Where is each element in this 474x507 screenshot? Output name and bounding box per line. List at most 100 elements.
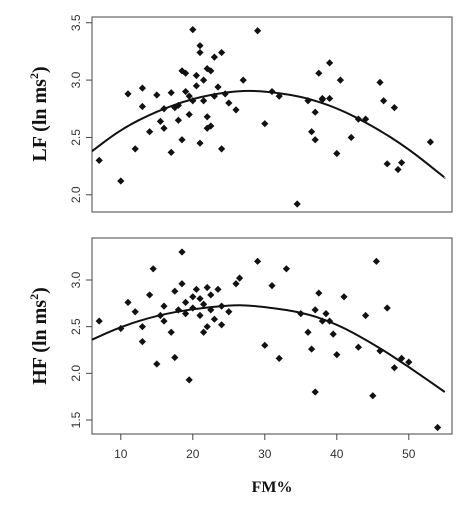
hf-data-point [117, 324, 125, 333]
hf-data-point [218, 321, 226, 329]
hf-data-point [225, 308, 233, 316]
lf-data-point [214, 83, 222, 91]
hf-data-point [178, 280, 186, 288]
hf-points [95, 248, 442, 432]
lf-data-point [376, 78, 384, 86]
hf-data-point [203, 283, 211, 292]
hf-y-axis: 1.5 2.0 2.5 3.0 [69, 271, 92, 428]
hf-fit-curve [91, 304, 446, 393]
lf-data-point [207, 122, 215, 130]
lf-data-point [189, 97, 197, 105]
lf-data-point [185, 92, 193, 100]
hf-data-point [160, 302, 168, 310]
panel-hf: 1.5 2.0 2.5 3.0 10 20 30 40 50 HF (ln ms2) FM% [27, 237, 453, 496]
hf-data-point [315, 289, 323, 297]
lf-data-point [311, 108, 319, 116]
lf-data-point [138, 102, 146, 111]
lf-data-point [196, 48, 204, 57]
lf-data-point [218, 48, 226, 57]
hf-data-point [207, 306, 215, 314]
lf-data-point [311, 136, 319, 144]
lf-y-axis: 2.0 2.5 3.0 3.5 [69, 14, 92, 203]
lf-data-point [196, 139, 204, 147]
lf-data-point [354, 115, 362, 123]
x-tick-label: 50 [402, 447, 416, 461]
lf-y-tick-label: 3.5 [69, 14, 83, 31]
lf-data-point [390, 104, 398, 112]
lf-data-point [383, 160, 391, 168]
hf-y-title: HF (ln ms2) [27, 287, 51, 385]
hf-data-point [354, 343, 362, 351]
lf-y-title-sup: 2 [27, 73, 41, 79]
hf-data-point [203, 323, 211, 331]
hf-data-point [398, 354, 406, 362]
lf-data-point [326, 94, 334, 103]
x-tick-label: 30 [258, 447, 272, 461]
x-axis-title: FM% [252, 479, 293, 496]
lf-data-point [196, 42, 204, 50]
hf-y-title-main: HF (ln ms [29, 300, 51, 385]
lf-data-point [117, 177, 125, 185]
hf-data-point [383, 304, 391, 312]
hf-data-point [131, 308, 139, 316]
lf-data-point [315, 69, 323, 77]
x-tick-label: 40 [330, 447, 344, 461]
panel-hf-frame [91, 237, 453, 435]
hf-data-point [156, 311, 164, 320]
hf-data-point [160, 317, 168, 325]
lf-data-point [398, 159, 406, 167]
lf-data-point [153, 91, 161, 99]
lf-data-point [210, 92, 218, 100]
hf-data-point [254, 257, 262, 265]
hf-y-title-close: ) [29, 287, 51, 294]
hf-data-point [236, 274, 244, 282]
hf-data-point [434, 423, 442, 432]
lf-y-tick-label: 3.0 [69, 71, 83, 88]
lf-data-point [124, 90, 132, 98]
hf-data-point [376, 347, 384, 355]
hf-y-title-sup: 2 [27, 294, 41, 300]
hf-data-point [153, 360, 161, 368]
hf-data-point [275, 354, 283, 362]
lf-data-point [203, 65, 211, 73]
hf-data-point [210, 315, 218, 323]
hf-data-point [311, 388, 319, 396]
hf-data-point [326, 317, 334, 325]
hf-data-point [189, 293, 197, 301]
x-tick-label: 10 [114, 447, 128, 461]
hf-data-point [192, 285, 200, 293]
hf-data-point [196, 295, 204, 303]
hf-data-point [318, 317, 326, 325]
lf-data-point [167, 148, 175, 156]
lf-data-point [203, 113, 211, 121]
hf-data-point [189, 304, 197, 312]
hf-data-point [182, 310, 190, 318]
lf-data-point [185, 110, 193, 119]
lf-data-point [160, 124, 168, 132]
hf-y-tick-label: 2.0 [69, 365, 83, 382]
lf-data-point [225, 99, 233, 107]
hf-data-point [207, 291, 215, 299]
lf-data-point [95, 156, 103, 164]
lf-data-point [167, 89, 175, 97]
hf-data-point [390, 364, 398, 372]
hf-data-point [311, 306, 319, 314]
lf-data-point [138, 84, 146, 92]
lf-data-point [189, 26, 197, 34]
hf-data-point [95, 317, 103, 325]
hf-data-point [171, 353, 179, 362]
hf-data-point [218, 302, 226, 310]
hf-data-point [149, 265, 157, 273]
lf-data-point [394, 165, 402, 174]
lf-data-point [182, 87, 190, 96]
lf-data-point [261, 120, 269, 128]
hf-data-point [333, 351, 341, 359]
lf-data-point [268, 87, 276, 96]
lf-data-point [347, 133, 355, 142]
lf-data-point [333, 149, 341, 158]
lf-data-point [221, 90, 229, 98]
lf-data-point [304, 97, 312, 105]
lf-fit-curve [91, 89, 446, 179]
panel-lf: 2.0 2.5 3.0 3.5 LF (ln ms2) [27, 14, 453, 213]
